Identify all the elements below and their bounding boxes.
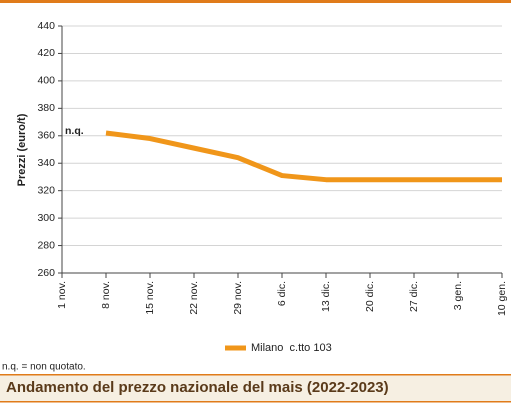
- y-tick-label: 360: [37, 130, 55, 142]
- y-tick-label: 280: [37, 239, 55, 251]
- x-tick-label: 15 nov.: [144, 281, 156, 315]
- legend-label: Milano c.tto 103: [251, 342, 332, 354]
- y-tick-label: 320: [37, 184, 55, 196]
- x-tick-label: 22 nov.: [188, 281, 200, 315]
- footnote: n.q. = non quotato.: [2, 362, 86, 373]
- title-rule: [0, 374, 511, 376]
- y-axis-label: Prezzi (euro/t): [16, 113, 28, 186]
- x-tick-label: 3 gen.: [452, 281, 464, 310]
- x-tick-label: 6 dic.: [276, 281, 288, 306]
- x-tick-label: 29 nov.: [232, 281, 244, 315]
- y-tick-label: 380: [37, 102, 55, 114]
- y-tick-label: 340: [37, 157, 55, 169]
- chart-title: Andamento del prezzo nazionale del mais …: [6, 379, 389, 396]
- y-tick-label: 440: [37, 20, 55, 32]
- x-tick-label: 27 dic.: [408, 281, 420, 312]
- x-tick-label: 8 nov.: [100, 281, 112, 309]
- data-line: [105, 130, 502, 183]
- top-rule: [0, 0, 511, 3]
- y-tick-label: 300: [37, 212, 55, 224]
- x-tick-label: 10 gen.: [496, 281, 508, 316]
- x-tick-label: 1 nov.: [56, 281, 68, 309]
- y-tick-label: 420: [37, 47, 55, 59]
- title-bar: [0, 374, 511, 402]
- x-tick-label: 20 dic.: [364, 281, 376, 312]
- title-rule: [0, 401, 511, 403]
- annotation: n.q.: [65, 125, 84, 137]
- y-tick-label: 260: [37, 267, 55, 279]
- y-tick-label: 400: [37, 75, 55, 87]
- x-tick-label: 13 dic.: [320, 281, 332, 312]
